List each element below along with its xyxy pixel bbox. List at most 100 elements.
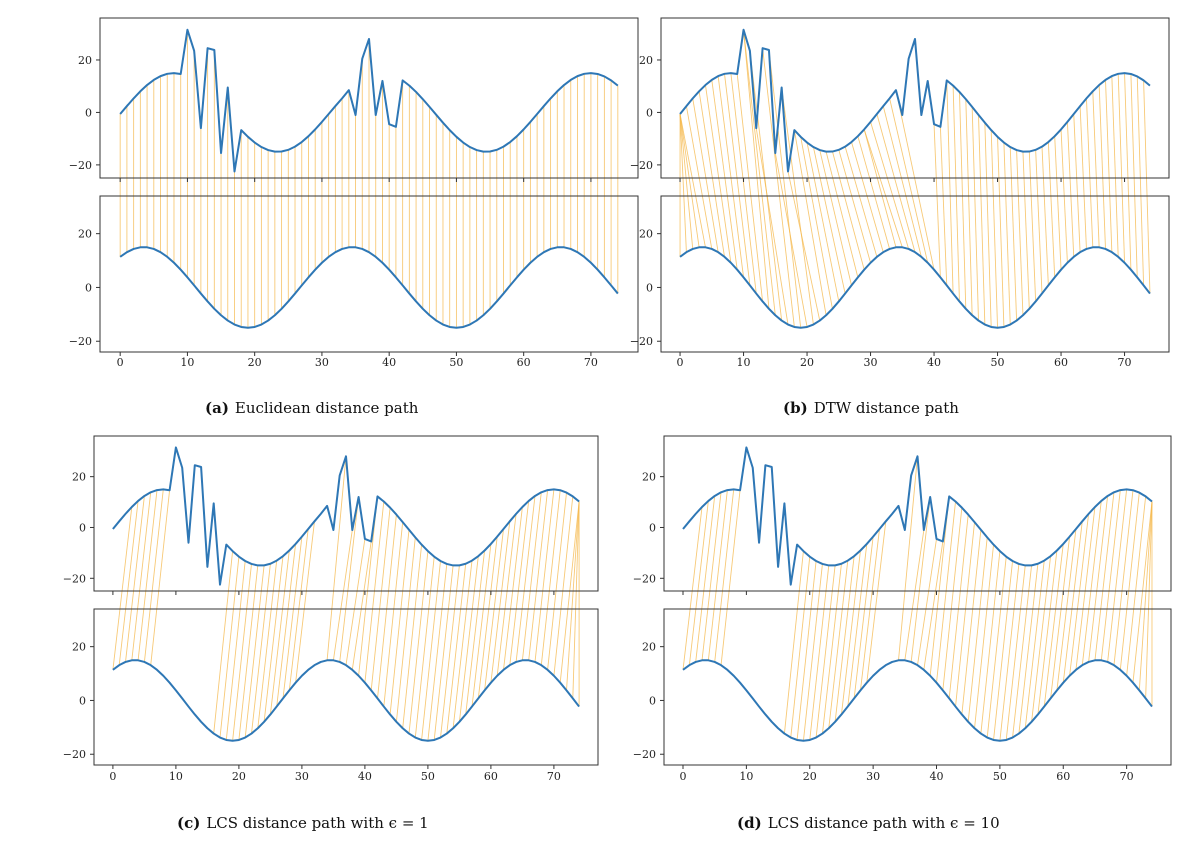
alignment-line — [679, 113, 687, 253]
alignment-line — [917, 538, 937, 666]
chart-panel-b: −20 0 20 −20 0 20 0 10 20 30 40 50 60 70 — [630, 17, 1170, 369]
caption-a-text: Euclidean distance path — [234, 399, 419, 417]
alignment-line — [1138, 501, 1153, 691]
alignment-line — [838, 149, 871, 263]
alignment-line — [736, 73, 764, 302]
alignment-line — [1145, 501, 1153, 699]
alignment-line — [821, 563, 842, 734]
xtick-label: 40 — [358, 770, 372, 783]
alignment-line — [682, 506, 703, 670]
alignment-line — [812, 146, 846, 294]
alignment-line — [131, 492, 152, 661]
bottom-axes-frame — [99, 195, 639, 353]
alignment-line — [1124, 73, 1132, 270]
alignment-line — [929, 496, 950, 676]
alignment-line — [783, 551, 804, 734]
alignment-line — [143, 489, 164, 662]
xtick-label: 40 — [927, 356, 941, 369]
alignment-line — [1016, 150, 1024, 316]
bottom-ytick-label: 20 — [642, 641, 656, 654]
alignment-line — [701, 492, 722, 661]
top-axes-frame — [660, 17, 1170, 179]
alignment-line — [707, 490, 728, 661]
alignment-line — [809, 565, 830, 741]
alignment-line — [295, 521, 315, 683]
xtick-label: 20 — [800, 356, 814, 369]
alignment-line — [952, 85, 960, 302]
alignment-line — [1105, 79, 1113, 253]
alignment-line — [1136, 76, 1145, 286]
xtick-label: 60 — [1056, 770, 1070, 783]
alignment-line — [540, 490, 561, 666]
alignment-line — [853, 536, 874, 699]
xtick-label: 20 — [803, 770, 817, 783]
caption-b-text: DTW distance path — [813, 399, 959, 417]
bottom-axes-frame — [93, 608, 599, 766]
alignment-line — [452, 560, 473, 729]
alignment-line — [288, 528, 309, 691]
alignment-line — [427, 563, 448, 741]
alignment-line — [1126, 496, 1147, 676]
caption-a-label: (a) — [205, 399, 229, 417]
alignment-line — [1086, 98, 1094, 248]
alignment-line — [118, 500, 139, 666]
alignment-line — [1117, 73, 1125, 263]
xtick-label: 70 — [1120, 770, 1134, 783]
alignment-line — [383, 522, 404, 707]
top-series-line — [119, 28, 619, 173]
alignment-line — [440, 565, 460, 738]
alignment-line — [521, 492, 542, 661]
alignment-line — [389, 529, 410, 715]
top-series-line — [682, 446, 1153, 586]
alignment-line — [477, 536, 498, 699]
alignment-line — [1098, 85, 1106, 249]
caption-b: (b) DTW distance path — [783, 399, 959, 417]
alignment-line — [219, 556, 240, 738]
alignment-line — [1100, 490, 1121, 661]
alignment-line — [679, 113, 706, 248]
bottom-ytick-label: −20 — [630, 335, 653, 348]
xtick-label: 0 — [109, 770, 116, 783]
alignment-line — [711, 79, 738, 270]
alignment-line — [863, 129, 903, 248]
alignment-line — [528, 490, 549, 661]
xtick-label: 50 — [991, 356, 1005, 369]
caption-b-label: (b) — [783, 399, 808, 417]
bottom-series-line — [119, 246, 619, 329]
alignment-line — [774, 152, 808, 328]
alignment-line — [1062, 521, 1083, 683]
caption-c-label: (c) — [177, 814, 201, 832]
alignment-line — [402, 544, 423, 729]
alignment-line — [971, 106, 979, 321]
alignment-line — [1056, 528, 1077, 691]
alignment-line — [446, 563, 467, 734]
alignment-line — [692, 98, 719, 253]
alignment-line — [1050, 536, 1071, 699]
alignment-line — [870, 121, 910, 250]
alignment-line — [844, 146, 878, 257]
alignment-line — [1130, 73, 1138, 278]
alignment-line — [1043, 543, 1064, 707]
alignment-line — [793, 130, 827, 316]
bottom-series-line — [682, 659, 1153, 742]
alignment-line — [688, 500, 709, 666]
alignment-line — [800, 136, 833, 309]
alignment-line — [743, 29, 776, 316]
alignment-line — [889, 98, 929, 263]
bottom-ytick-label: 20 — [639, 228, 653, 241]
alignment-line — [345, 538, 366, 666]
alignment-line — [698, 91, 725, 257]
alignment-line — [244, 565, 265, 738]
alignment-line — [882, 105, 922, 257]
xtick-label: 70 — [584, 356, 598, 369]
bottom-ytick-label: 20 — [78, 228, 92, 241]
alignment-line — [339, 496, 360, 663]
alignment-line — [1111, 76, 1119, 257]
alignment-line — [509, 500, 530, 666]
alignment-line — [1081, 500, 1102, 666]
alignment-line — [458, 556, 479, 722]
alignment-line — [1041, 146, 1049, 286]
alignment-line — [755, 128, 789, 325]
alignment-line — [364, 501, 385, 683]
alignment-line — [433, 565, 454, 741]
